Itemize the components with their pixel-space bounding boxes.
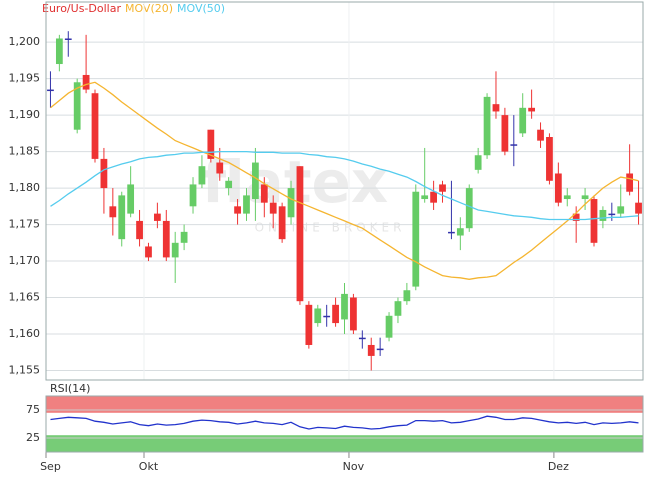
y-tick-label: 1,175 — [9, 218, 41, 231]
candle-body — [64, 38, 72, 40]
candle-body — [162, 220, 170, 258]
candle-body — [287, 188, 295, 218]
y-tick-label: 1,170 — [9, 254, 41, 267]
candle-body — [403, 290, 411, 302]
candle-body — [180, 231, 188, 243]
rsi-tick-label: 75 — [26, 403, 40, 416]
candle-body — [252, 162, 259, 200]
candle-body — [528, 107, 536, 112]
candle-body — [323, 315, 331, 318]
y-tick-label: 1,195 — [9, 72, 41, 85]
rsi-frame — [45, 395, 644, 453]
rsi-tick-label: 25 — [26, 431, 40, 444]
y-tick-label: 1,160 — [9, 327, 41, 340]
candle-body — [189, 184, 197, 207]
x-tick-label: Sep — [40, 460, 61, 473]
candle-body — [127, 184, 135, 214]
candle-body — [581, 195, 589, 200]
x-tick-label: Dez — [548, 460, 569, 473]
watermark-sub: ONLINE BROKER — [255, 221, 406, 235]
rsi-band — [46, 435, 643, 452]
candle-body — [412, 191, 420, 287]
rsi-band — [46, 396, 643, 413]
candle-body — [198, 166, 206, 185]
moving-average — [50, 81, 639, 280]
candle-body — [608, 213, 616, 216]
candle-body — [626, 173, 634, 192]
candle-body — [100, 158, 108, 189]
candle-body — [456, 228, 464, 236]
candle-body — [136, 220, 143, 240]
candle-body — [153, 213, 161, 221]
candle-body — [448, 231, 455, 234]
candle-body — [599, 209, 607, 221]
candle-body — [519, 107, 527, 134]
y-tick-label: 1,155 — [9, 364, 41, 377]
candle-body — [635, 202, 642, 214]
moving-average — [50, 150, 639, 221]
candle-body — [260, 184, 268, 203]
watermark: flatex — [202, 148, 389, 216]
candle-body — [510, 144, 518, 146]
candle-body — [145, 246, 152, 258]
candle-body — [91, 93, 99, 159]
candle-body — [269, 202, 277, 214]
candle-body — [439, 184, 446, 192]
rsi-line — [50, 415, 639, 430]
candle-body — [554, 173, 562, 203]
candle-body — [109, 206, 117, 218]
y-tick-label: 1,190 — [9, 108, 41, 121]
candle-body — [421, 195, 429, 200]
candle-body — [367, 344, 375, 356]
candle-body — [385, 315, 393, 338]
candle-body — [234, 206, 241, 214]
y-tick-label: 1,180 — [9, 181, 41, 194]
rsi-label: RSI(14) — [50, 382, 90, 395]
chart-title: Euro/Us-Dollar — [42, 2, 121, 15]
candle-body — [341, 293, 348, 320]
plot-frame — [45, 1, 644, 381]
candle-body — [216, 162, 224, 174]
candle-body — [563, 195, 571, 200]
candle-body — [394, 301, 402, 316]
candle-body — [118, 195, 126, 240]
candle-body — [225, 180, 233, 189]
candle-body — [82, 74, 90, 90]
x-tick-label: Nov — [343, 460, 365, 473]
candle-body — [332, 304, 339, 324]
candle-body — [430, 191, 437, 203]
candle-body — [501, 115, 509, 152]
candle-body — [483, 96, 491, 156]
candle-body — [590, 199, 598, 243]
y-tick-label: 1,165 — [9, 291, 41, 304]
candle-body — [314, 308, 322, 324]
candle-body — [537, 129, 544, 141]
candle-body — [350, 297, 357, 331]
candle-body — [73, 82, 81, 130]
candle-body — [492, 104, 500, 112]
candle-body — [376, 348, 384, 351]
candle-body — [207, 129, 215, 159]
y-tick-label: 1,200 — [9, 35, 41, 48]
x-tick-label: Okt — [139, 460, 159, 473]
candle-body — [572, 213, 580, 221]
candle-body — [474, 155, 482, 170]
candle-body — [358, 337, 366, 340]
candle-body — [55, 38, 63, 65]
candle-body — [617, 206, 625, 214]
legend-entry: MOV(20) — [125, 2, 173, 15]
candle-body — [278, 206, 286, 240]
candle-body — [305, 304, 313, 345]
candle-body — [171, 242, 179, 258]
y-tick-label: 1,185 — [9, 145, 41, 158]
candle-body — [546, 137, 553, 181]
candle-body — [243, 195, 250, 214]
candle-body — [465, 188, 473, 229]
candle-body — [47, 89, 54, 92]
legend-entry: MOV(50) — [177, 2, 225, 15]
candle-body — [296, 166, 304, 302]
